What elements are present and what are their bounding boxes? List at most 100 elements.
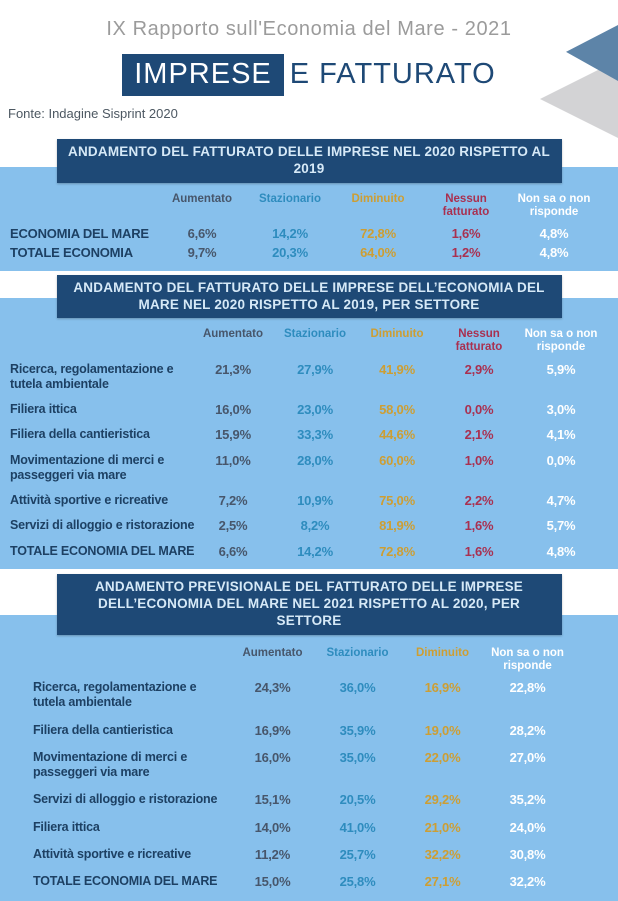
value-cell: 2,9% [464, 361, 494, 377]
value-cell: 16,9% [424, 680, 461, 696]
value-cell: 9,7% [187, 244, 217, 260]
column-header: Aumentato [242, 646, 303, 659]
column-header: Diminuito [351, 192, 405, 205]
value-cell: 14,2% [297, 543, 333, 559]
value-cell: 32,2% [424, 846, 461, 862]
column-header: Nessun fatturato [455, 328, 503, 354]
value-cell: 14,0% [254, 819, 291, 835]
value-cell: 72,8% [360, 225, 396, 241]
table-title: ANDAMENTO DEL FATTURATO DELLE IMPRESE NE… [68, 144, 550, 177]
value-cell: 4,8% [539, 244, 569, 260]
table-title: ANDAMENTO PREVISIONALE DEL FATTURATO DEL… [94, 578, 524, 629]
value-cell: 15,0% [254, 874, 291, 890]
table-section: ANDAMENTO PREVISIONALE DEL FATTURATO DEL… [0, 573, 618, 901]
value-cell: 11,2% [254, 846, 291, 862]
value-cell: 1,6% [464, 518, 494, 534]
row-label: ECONOMIA DEL MARE [10, 225, 149, 241]
row-label: Ricerca, regolamentazione e tutela ambie… [10, 361, 174, 391]
table-row: TOTALE ECONOMIA DEL MARE 6,6% 14,2% 72,8% 1,… [0, 544, 618, 559]
value-cell: 24,0% [509, 819, 546, 835]
page-title-highlight: IMPRESE [122, 54, 284, 96]
table-title-bar: ANDAMENTO DEL FATTURATO DELLE IMPRESE DE… [56, 274, 562, 319]
value-cell: 6,6% [218, 543, 248, 559]
value-cell: 22,8% [509, 680, 546, 696]
table-row: ECONOMIA DEL MARE 6,6% 14,2% 72,8% 1,6% 4,8% [0, 226, 618, 242]
value-cell: 30,8% [509, 846, 546, 862]
value-cell: 25,7% [339, 846, 376, 862]
value-cell: 27,9% [297, 361, 333, 377]
value-cell: 24,3% [254, 680, 291, 696]
table-body: ECONOMIA DEL MARE 6,6% 14,2% 72,8% 1,6% 4,8% T… [0, 226, 618, 261]
row-label: TOTALE ECONOMIA DEL MARE [33, 874, 218, 889]
column-header: Non sa o non risponde [491, 646, 564, 672]
value-cell: 6,6% [187, 225, 217, 241]
value-cell: 27,1% [424, 874, 461, 890]
column-header: Diminuito [370, 328, 424, 341]
table-row: Attività sportive e ricreative 7,2% 10,9% 7… [0, 493, 618, 508]
value-cell: 11,0% [215, 452, 251, 468]
table-title-bar: ANDAMENTO PREVISIONALE DEL FATTURATO DEL… [56, 573, 562, 635]
row-label: Filiera ittica [33, 819, 100, 834]
value-cell: 4,7% [546, 493, 576, 509]
value-cell: 60,0% [379, 452, 415, 468]
value-cell: 35,0% [339, 749, 376, 765]
value-cell: 20,3% [272, 244, 308, 260]
row-label: Movimentazione di merci e passeggeri via… [33, 749, 188, 780]
value-cell: 36,0% [339, 680, 376, 696]
value-cell: 4,1% [546, 427, 576, 443]
table-header-row: Aumentato Stazionario Diminuito Non sa o no… [0, 645, 618, 673]
value-cell: 64,0% [360, 244, 396, 260]
row-label: Attività sportive e ricreative [10, 493, 168, 508]
value-cell: 2,1% [464, 427, 494, 443]
value-cell: 23,0% [297, 402, 333, 418]
value-cell: 5,7% [546, 518, 576, 534]
table-row: TOTALE ECONOMIA DEL MARE 15,0% 25,8% 27,1% 3… [0, 874, 618, 889]
row-label: Servizi di alloggio e ristorazione [10, 518, 195, 533]
column-header: Aumentato [171, 192, 233, 205]
value-cell: 75,0% [379, 493, 415, 509]
table-row: Movimentazione di merci e passeggeri via… [0, 750, 618, 781]
table-row: Servizi di alloggio e ristorazione 2,5% 8,… [0, 518, 618, 533]
row-label: Movimentazione di merci e passeggeri via… [10, 452, 165, 482]
value-cell: 28,2% [509, 722, 546, 738]
table-row: Attività sportive e ricreative 11,2% 25,7%… [0, 847, 618, 862]
value-cell: 25,8% [339, 874, 376, 890]
column-header: Non sa o non risponde [524, 328, 598, 354]
value-cell: 35,2% [509, 792, 546, 808]
value-cell: 44,6% [379, 427, 415, 443]
column-header: Stazionario [259, 192, 321, 205]
row-label: Filiera ittica [10, 402, 77, 417]
value-cell: 27,0% [509, 749, 546, 765]
value-cell: 21,0% [424, 819, 461, 835]
value-cell: 3,0% [546, 402, 576, 418]
table-panel: Aumentato Stazionario Diminuito Nessun fatt… [0, 298, 618, 569]
value-cell: 32,2% [509, 874, 546, 890]
value-cell: 2,5% [218, 518, 248, 534]
page-title-rest: E FATTURATO [289, 58, 496, 90]
value-cell: 33,3% [297, 427, 333, 443]
value-cell: 2,2% [464, 493, 494, 509]
table-row: Filiera della cantieristica 15,9% 33,3% 44,… [0, 427, 618, 442]
table-row: Movimentazione di merci e passeggeri via… [0, 453, 618, 484]
value-cell: 0,0% [546, 452, 576, 468]
row-label: Attività sportive e ricreative [33, 846, 191, 861]
value-cell: 72,8% [379, 543, 415, 559]
column-header: Non sa o non risponde [517, 192, 591, 218]
value-cell: 22,0% [424, 749, 461, 765]
table-row: Servizi di alloggio e ristorazione 15,1% 2… [0, 792, 618, 807]
table-section: ANDAMENTO DEL FATTURATO DELLE IMPRESE DE… [0, 274, 618, 569]
table-title-bar: ANDAMENTO DEL FATTURATO DELLE IMPRESE NE… [56, 139, 562, 183]
column-header: Diminuito [415, 646, 470, 659]
value-cell: 58,0% [379, 402, 415, 418]
value-cell: 5,9% [546, 361, 576, 377]
table-section: ANDAMENTO DEL FATTURATO DELLE IMPRESE NE… [0, 139, 618, 271]
value-cell: 15,1% [254, 792, 291, 808]
row-label: TOTALE ECONOMIA [10, 244, 133, 260]
table-panel: Aumentato Stazionario Diminuito Non sa o no… [0, 614, 618, 901]
table-body: Ricerca, regolamentazione e tutela ambie… [0, 680, 618, 889]
value-cell: 4,8% [546, 543, 576, 559]
value-cell: 1,2% [451, 244, 481, 260]
value-cell: 7,2% [218, 493, 248, 509]
value-cell: 0,0% [464, 402, 494, 418]
value-cell: 81,9% [379, 518, 415, 534]
